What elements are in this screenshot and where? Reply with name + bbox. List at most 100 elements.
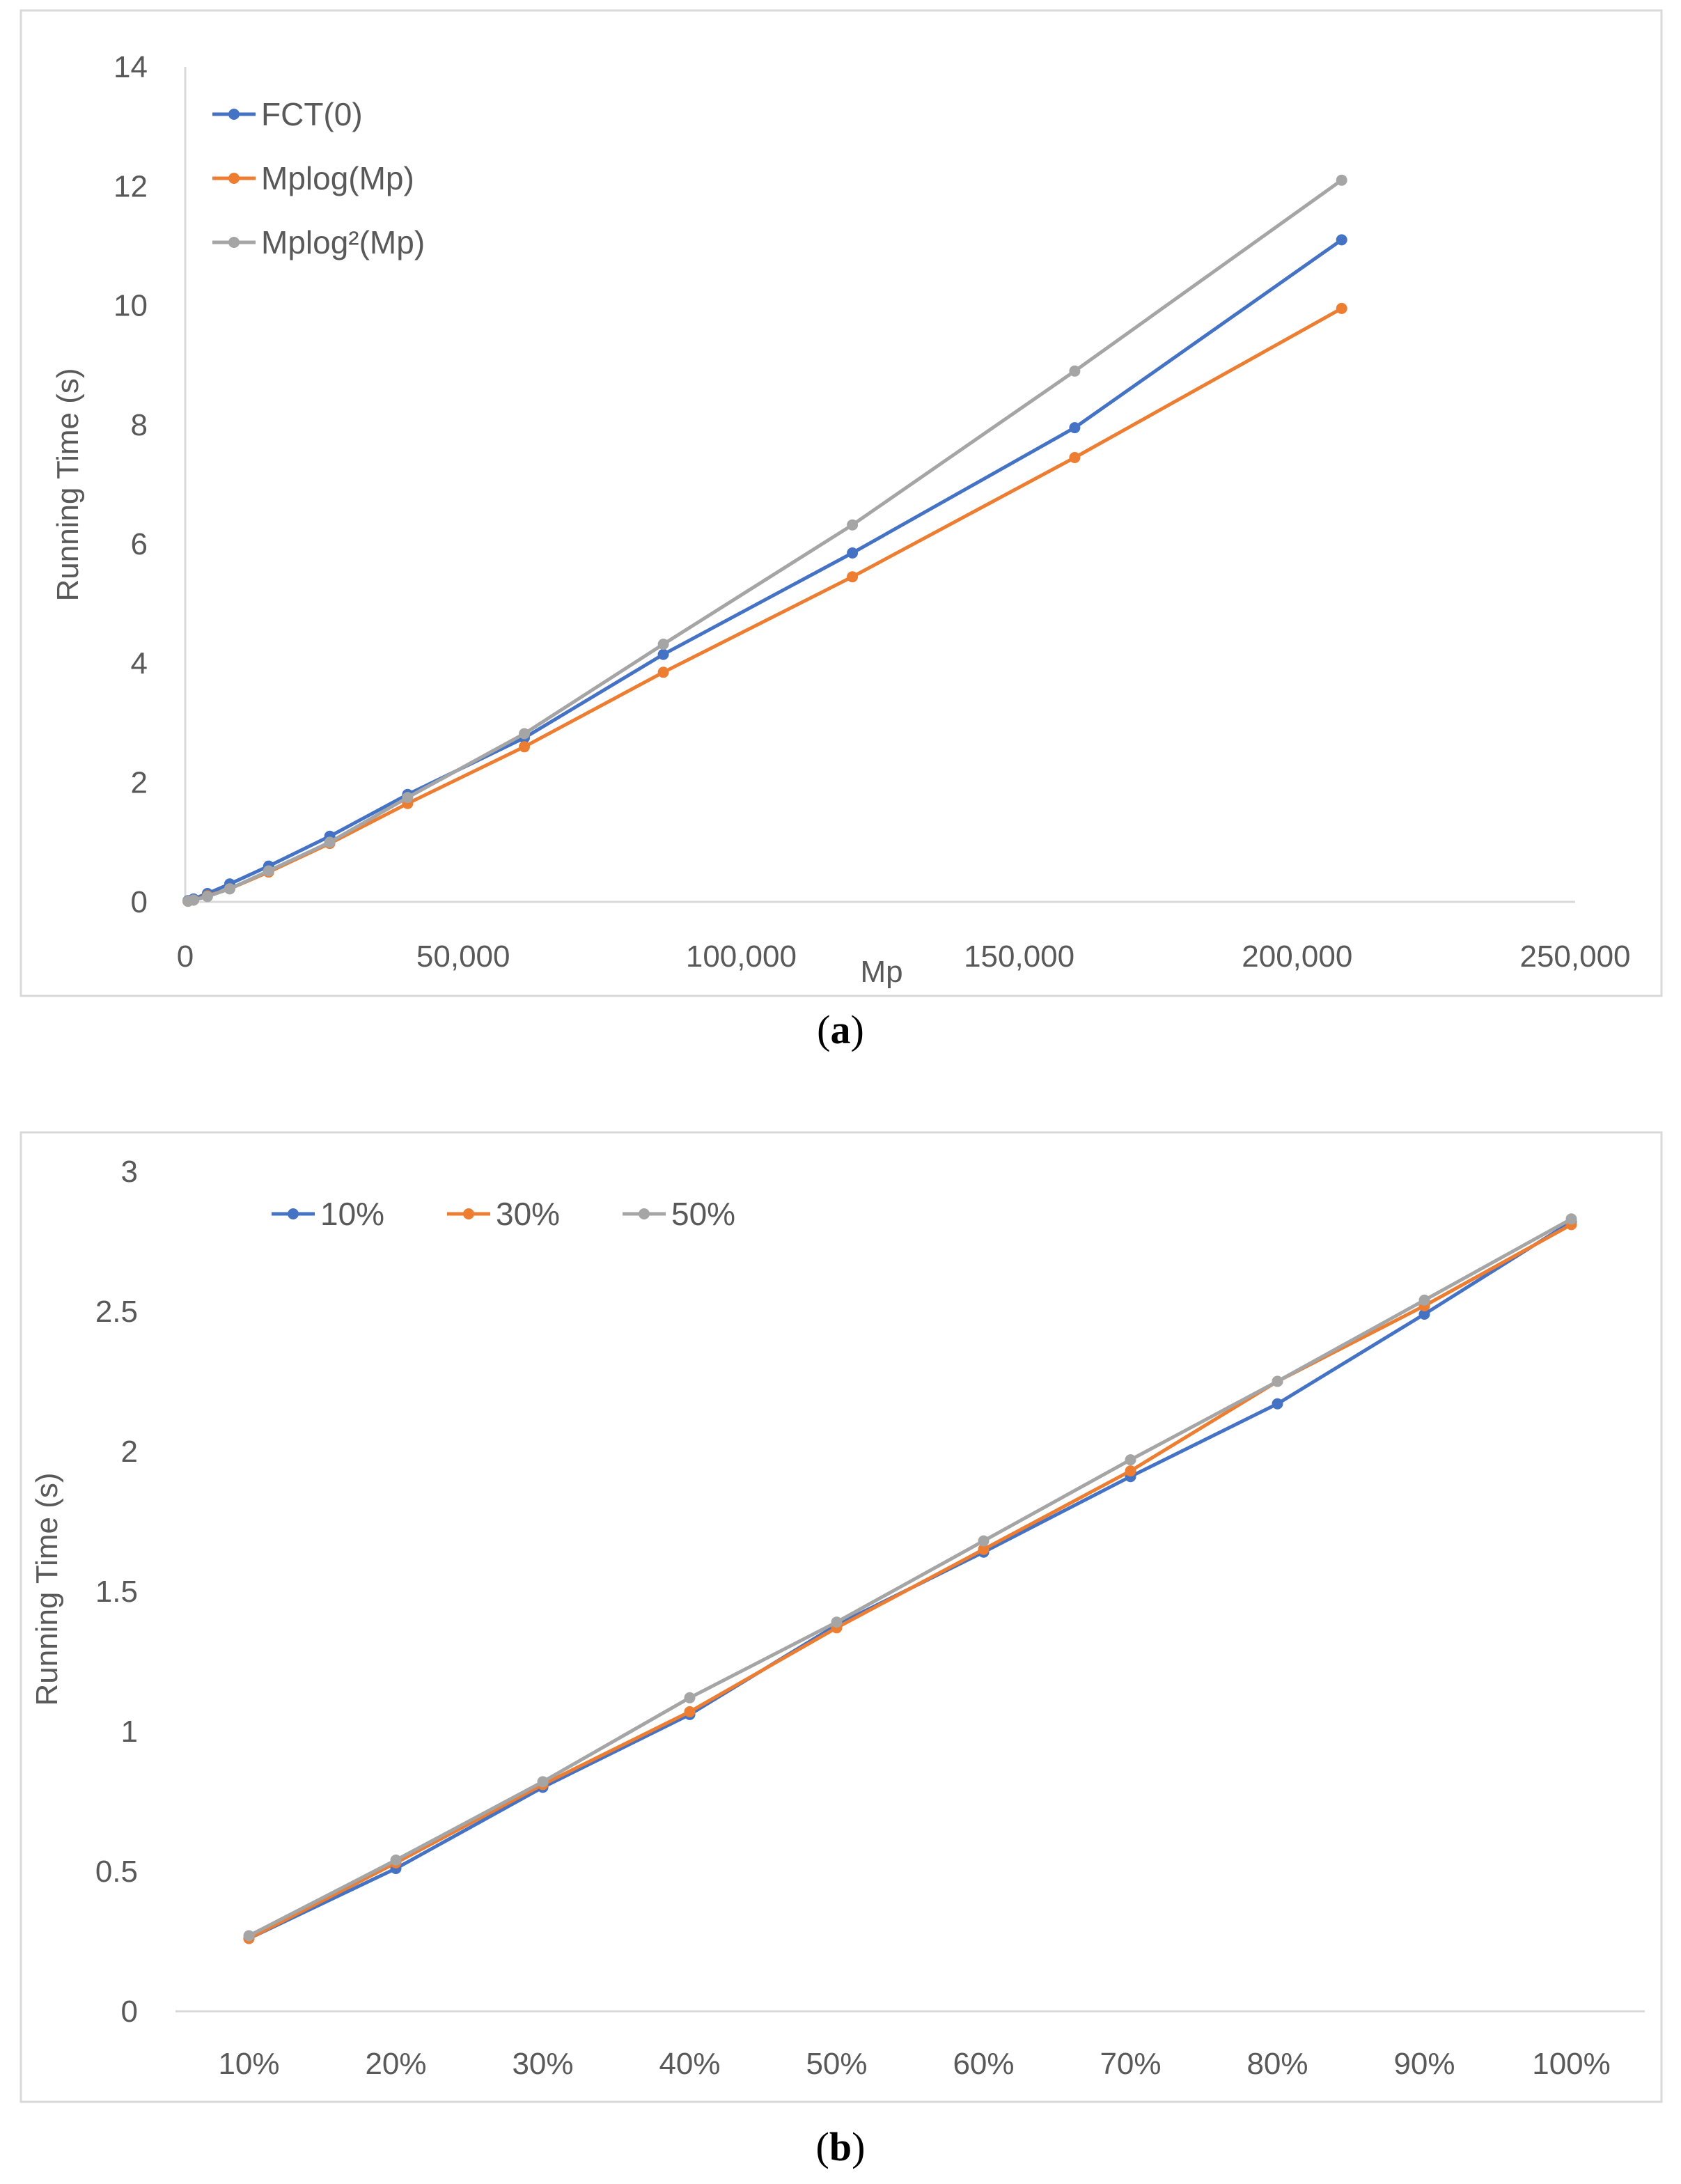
y-axis-title: Running Time (s) [30,1472,64,1706]
data-point [201,891,213,903]
x-tick-label: 150,000 [964,939,1074,974]
legend-swatch-marker [228,237,240,248]
y-tick-label: 10 [114,289,148,323]
x-axis-title: Mp [860,955,902,989]
y-tick-label: 2 [131,766,148,800]
legend: FCT(0) Mplog(Mp) Mplog²(Mp) [212,96,425,260]
y-tick-label: 8 [131,408,148,442]
y-tick-label: 12 [114,169,148,203]
caption-close: ) [852,2124,865,2169]
data-point [1336,302,1347,314]
data-point [1418,1294,1430,1306]
series-line [247,1217,1573,1937]
data-point [978,1535,990,1547]
data-point [847,571,859,583]
data-point [390,1854,402,1866]
x-tick-label: 250,000 [1519,939,1630,974]
x-tick-label: 40% [659,2047,720,2081]
series-line [247,1222,1573,1940]
data-point [657,639,669,650]
legend-swatch-marker [228,173,240,184]
legend-swatch-marker [463,1208,474,1219]
data-point [188,894,199,906]
data-point [1069,452,1081,463]
y-tick-label: 2 [121,1435,138,1469]
y-tick-label: 2.5 [95,1295,138,1329]
data-point [243,1930,255,1942]
data-point [1125,1465,1136,1477]
y-tick-label: 0 [131,885,148,919]
data-point [1125,1454,1136,1466]
chart-b: 0 0.5 1 1.5 2 2.5 3 10% 20% 30% 40% 50% 60% 70% 80% 90%… [19,1131,1663,2169]
x-tick-label: 10% [218,2047,279,2081]
chart-frame [19,9,1663,997]
legend-label: 50% [671,1196,735,1232]
x-tick-label: 50% [806,2047,867,2081]
data-point [537,1776,549,1788]
data-point [847,519,859,531]
legend-label: Mplog(Mp) [261,160,414,196]
caption-open: ( [817,1007,830,1052]
legend-label: 10% [320,1196,384,1232]
x-tick-label: 50,000 [416,939,510,974]
legend-item: 30% [447,1196,560,1232]
y-axis-title: Running Time (s) [51,368,85,601]
data-point [1272,1398,1283,1410]
legend-label: FCT(0) [261,96,363,132]
data-point [1565,1213,1577,1225]
y-tick-label: 4 [131,646,148,680]
y-tick-label: 0.5 [95,1855,138,1889]
data-point [519,728,530,740]
x-tick-label: 70% [1100,2047,1161,2081]
data-point [324,836,336,848]
x-tick-label: 20% [365,2047,426,2081]
x-tick-label: 30% [512,2047,573,2081]
legend-swatch-marker [228,109,240,120]
data-point [978,1543,990,1555]
x-tick-label: 100% [1532,2047,1611,2081]
data-point [263,865,274,877]
series-2 [243,1213,1577,1942]
data-point [519,741,530,753]
legend-label: Mplog²(Mp) [261,224,425,260]
caption-open: ( [816,2124,829,2169]
x-tick-label: 0 [177,939,194,974]
data-point [831,1616,843,1628]
data-point [1336,234,1347,246]
y-tick-label: 0 [121,1995,138,2029]
chart-frame [19,1131,1663,2103]
legend-item: Mplog(Mp) [212,160,414,196]
legend-item: 50% [623,1196,735,1232]
legend-swatch-marker [639,1208,650,1219]
chart-a: 0 2 4 6 8 10 12 14 0 50,000 100,000 150,000 200,000 2… [19,9,1663,1052]
data-point [1336,174,1347,186]
data-point [1069,365,1081,377]
figure-caption: (b) [816,2124,866,2169]
legend-item: Mplog²(Mp) [212,224,425,260]
y-tick-label: 1.5 [95,1575,138,1609]
data-point [1272,1375,1283,1387]
data-point [1069,422,1081,434]
y-tick-label: 3 [121,1155,138,1189]
y-tick-label: 6 [131,527,148,561]
data-point [657,648,669,660]
caption-letter: a [831,1007,851,1052]
x-tick-label: 90% [1393,2047,1455,2081]
series-2 [182,174,1347,907]
data-point [684,1692,696,1703]
x-tick-label: 60% [953,2047,1014,2081]
x-tick-label: 200,000 [1242,939,1352,974]
data-point [657,666,669,678]
data-point [224,883,235,895]
data-point [1418,1309,1430,1320]
x-tick-label: 100,000 [686,939,797,974]
data-point [402,792,414,804]
caption-close: ) [851,1007,864,1052]
y-tick-label: 1 [121,1715,138,1749]
legend-label: 30% [496,1196,560,1232]
legend-swatch-marker [288,1208,299,1219]
data-point [684,1706,696,1717]
legend: 10% 30% 50% [272,1196,735,1232]
y-tick-label: 14 [114,50,148,84]
